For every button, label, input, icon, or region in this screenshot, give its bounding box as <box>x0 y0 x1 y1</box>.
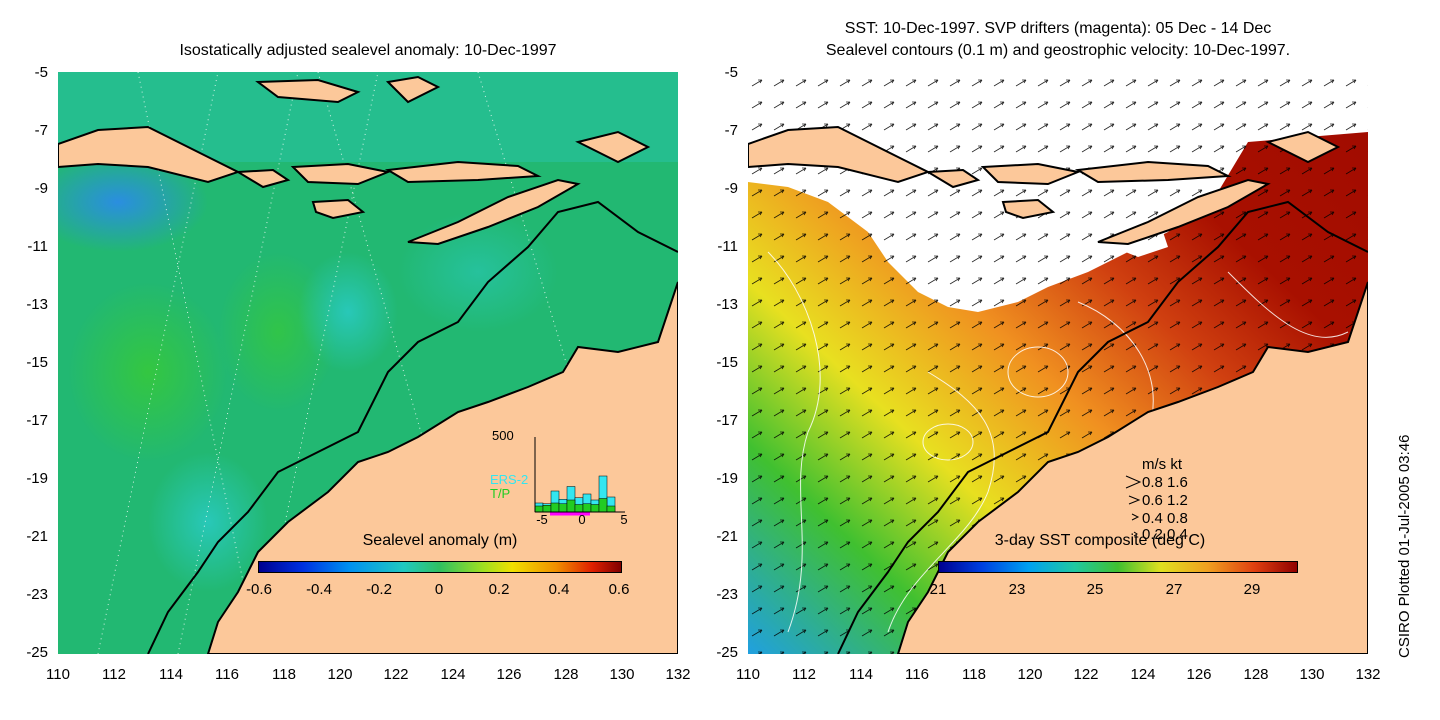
velocity-legend-row: 0.4 0.8 <box>1142 510 1188 527</box>
right-map-title-line2: Sealevel contours (0.1 m) and geostrophi… <box>825 42 1291 59</box>
bali-lombok <box>234 168 291 189</box>
inset-histogram <box>534 437 625 516</box>
sumba <box>311 198 366 220</box>
timor <box>407 178 581 246</box>
shelf-contour <box>147 200 678 654</box>
sla-colorbar <box>258 561 622 573</box>
velocity-legend-arrows <box>1125 475 1142 537</box>
right-map-title-line1: SST: 10-Dec-1997. SVP drifters (magenta)… <box>844 20 1272 37</box>
sla-colorbar-label: Sealevel anomaly (m) <box>362 532 518 549</box>
sumbawa <box>290 162 392 186</box>
flores <box>384 160 542 184</box>
sst-colorbar-label: 3-day SST composite (deg C) <box>994 532 1206 549</box>
histogram-bar-tp <box>558 503 568 513</box>
left-map-title: Isostatically adjusted sealevel anomaly:… <box>179 42 557 59</box>
histogram-legend-tp: T/P <box>490 486 511 501</box>
small-islands-north <box>255 75 651 164</box>
right-map <box>748 72 1368 654</box>
histogram-bar-tp <box>582 503 592 513</box>
velocity-legend-row: 0.6 1.2 <box>1142 492 1188 509</box>
histogram-ymax-label: 500 <box>492 428 514 443</box>
histogram-bar-tp <box>598 498 608 513</box>
histogram-legend-ers2: ERS-2 <box>490 472 529 487</box>
histogram-bar-tp <box>566 499 576 513</box>
histogram-bar-tp <box>590 504 600 513</box>
histogram-bar-tp <box>542 505 552 513</box>
plot-credit: CSIRO Plotted 01-Jul-2005 03:46 <box>1396 434 1413 658</box>
velocity-legend-header: m/s kt <box>1142 456 1182 473</box>
histogram-bar-tp <box>574 504 584 513</box>
velocity-legend-row: 0.8 1.6 <box>1142 474 1188 491</box>
sst-colorbar <box>938 561 1298 573</box>
velocity-legend-row: 0.2 0.4 <box>1142 526 1188 543</box>
histogram-bar-tp <box>550 502 560 513</box>
